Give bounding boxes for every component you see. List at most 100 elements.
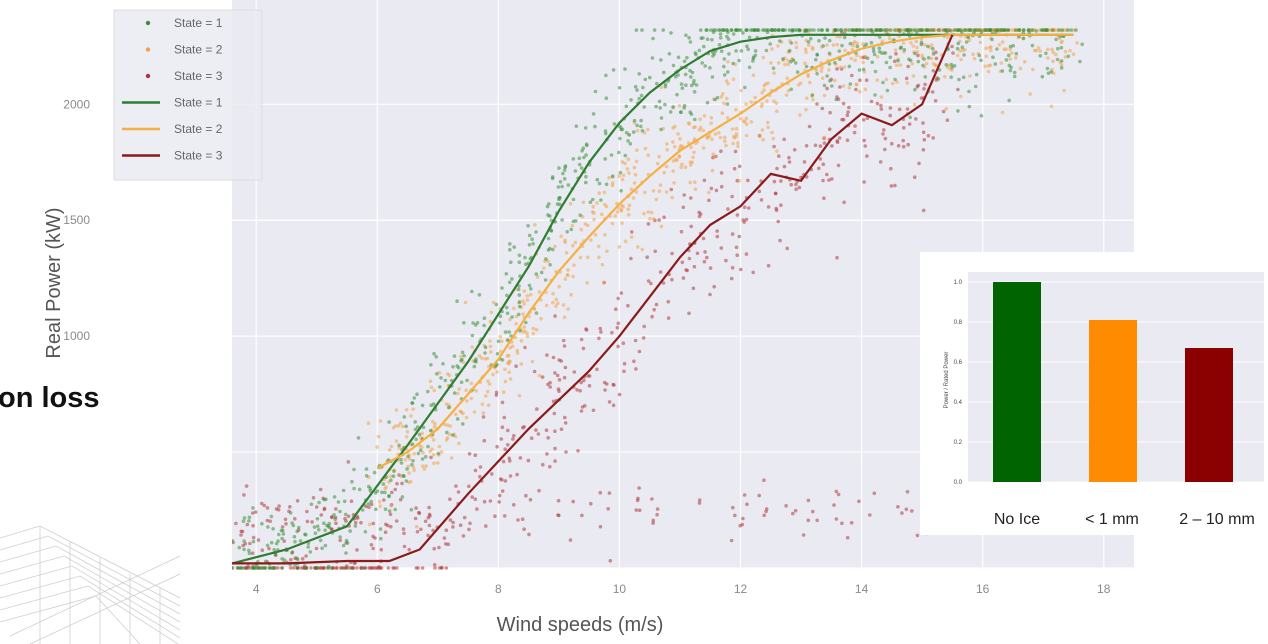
scatter-point bbox=[528, 292, 533, 297]
scatter-point bbox=[462, 354, 466, 358]
scatter-point bbox=[827, 62, 832, 66]
scatter-point bbox=[432, 388, 437, 393]
scatter-point bbox=[614, 307, 618, 312]
scatter-point bbox=[488, 339, 492, 343]
scatter-point bbox=[894, 52, 898, 56]
scatter-point bbox=[877, 46, 882, 50]
scatter-point bbox=[604, 182, 609, 187]
scatter-point bbox=[295, 529, 300, 534]
scatter-point bbox=[827, 178, 831, 182]
scatter-point bbox=[579, 166, 584, 170]
scatter-point bbox=[266, 525, 270, 529]
x-tick-label: 12 bbox=[734, 582, 748, 596]
scatter-point bbox=[557, 358, 561, 362]
scatter-point bbox=[732, 166, 737, 171]
scatter-point bbox=[778, 238, 782, 243]
scatter-point bbox=[277, 532, 281, 537]
scatter-point bbox=[265, 543, 270, 548]
scatter-point bbox=[314, 505, 319, 509]
scatter-point bbox=[639, 124, 643, 129]
scatter-point bbox=[845, 138, 850, 142]
scatter-point bbox=[653, 249, 657, 254]
scatter-point bbox=[831, 43, 836, 47]
scatter-point bbox=[265, 518, 270, 523]
scatter-point bbox=[600, 262, 605, 267]
scatter-point bbox=[534, 311, 539, 315]
scatter-point bbox=[989, 48, 993, 53]
scatter-point bbox=[652, 307, 656, 312]
scatter-point bbox=[1059, 59, 1064, 63]
scatter-point bbox=[400, 495, 405, 499]
scatter-point bbox=[773, 28, 778, 32]
scatter-point bbox=[905, 490, 910, 494]
scatter-point bbox=[955, 28, 960, 32]
scatter-point bbox=[1051, 50, 1055, 55]
scatter-point bbox=[885, 88, 890, 93]
scatter-point bbox=[541, 462, 545, 467]
scatter-point bbox=[737, 58, 741, 63]
scatter-point bbox=[405, 467, 409, 471]
inset-category-label: < 1 mm bbox=[1085, 511, 1139, 528]
scatter-point bbox=[1063, 55, 1068, 59]
scatter-point bbox=[898, 63, 903, 67]
scatter-point bbox=[369, 502, 374, 507]
scatter-point bbox=[564, 251, 569, 255]
scatter-point bbox=[731, 505, 735, 510]
scatter-point bbox=[659, 116, 664, 120]
scatter-point bbox=[709, 186, 714, 191]
scatter-point bbox=[791, 58, 796, 63]
scatter-point bbox=[340, 566, 344, 570]
scatter-point bbox=[725, 28, 729, 32]
scatter-point bbox=[413, 420, 418, 424]
scatter-point bbox=[684, 33, 688, 37]
scatter-point bbox=[390, 490, 394, 495]
scatter-point bbox=[454, 484, 458, 488]
scatter-point bbox=[837, 136, 842, 140]
scatter-point bbox=[495, 370, 499, 374]
scatter-point bbox=[962, 53, 966, 57]
scatter-point bbox=[822, 93, 827, 98]
scatter-point bbox=[478, 474, 482, 479]
scatter-point bbox=[417, 432, 422, 437]
scatter-point bbox=[460, 350, 465, 355]
scatter-point bbox=[680, 86, 685, 90]
scatter-point bbox=[623, 153, 628, 158]
scatter-point bbox=[626, 139, 630, 143]
scatter-point bbox=[597, 191, 601, 195]
scatter-point bbox=[262, 503, 267, 508]
scatter-point bbox=[892, 59, 897, 64]
scatter-point bbox=[482, 438, 487, 443]
scatter-point bbox=[794, 40, 798, 45]
scatter-point bbox=[271, 527, 275, 531]
scatter-point bbox=[242, 516, 247, 520]
scatter-point bbox=[304, 554, 308, 558]
scatter-point bbox=[760, 128, 765, 132]
scatter-point bbox=[898, 46, 903, 50]
scatter-point bbox=[416, 451, 421, 456]
scatter-point bbox=[842, 65, 847, 69]
scatter-point bbox=[551, 399, 556, 404]
scatter-point bbox=[907, 122, 912, 126]
scatter-point bbox=[999, 28, 1004, 32]
scatter-point bbox=[744, 252, 749, 256]
scatter-point bbox=[626, 303, 630, 308]
scatter-point bbox=[583, 126, 588, 130]
scatter-point bbox=[562, 344, 567, 348]
scatter-point bbox=[334, 521, 338, 525]
scatter-point bbox=[473, 497, 478, 502]
scatter-point bbox=[561, 171, 565, 176]
scatter-point bbox=[600, 212, 604, 217]
scatter-point bbox=[450, 433, 455, 437]
scatter-point bbox=[591, 408, 596, 413]
scatter-point bbox=[807, 124, 812, 129]
scatter-point bbox=[432, 546, 437, 551]
scatter-point bbox=[841, 101, 846, 106]
scatter-point bbox=[598, 326, 603, 331]
scatter-point bbox=[861, 118, 866, 122]
scatter-point bbox=[841, 84, 846, 88]
scatter-point bbox=[671, 63, 676, 68]
scatter-point bbox=[692, 264, 697, 269]
scatter-point bbox=[428, 379, 433, 384]
scatter-point bbox=[832, 503, 836, 507]
scatter-point bbox=[241, 519, 246, 523]
